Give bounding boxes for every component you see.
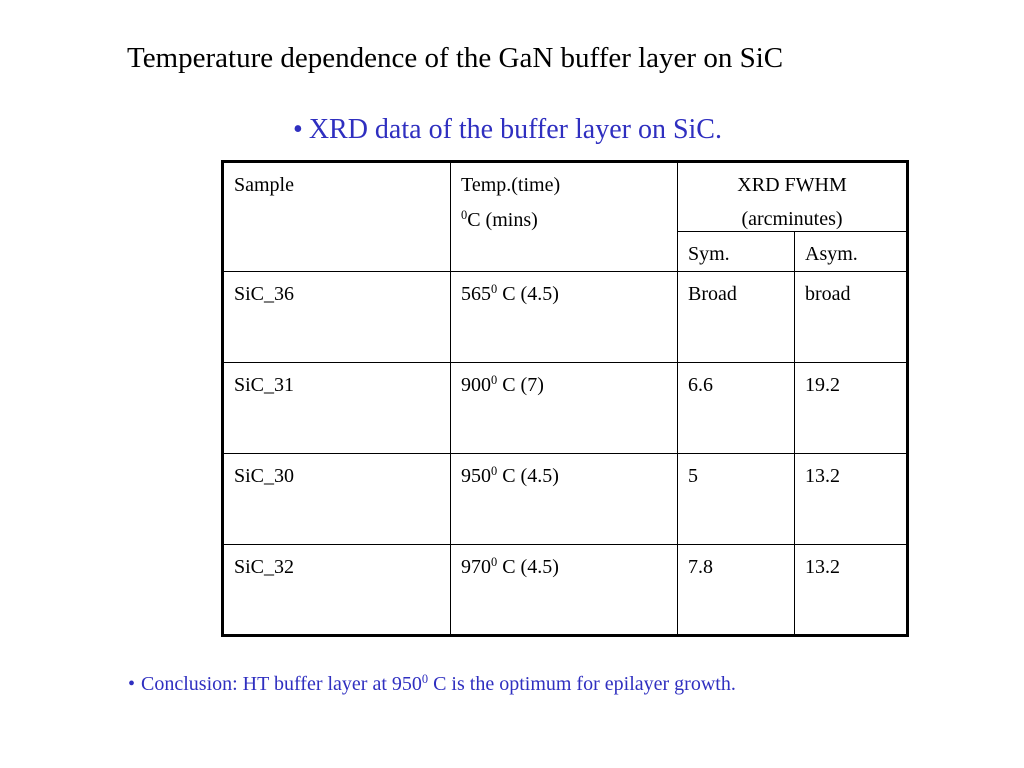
cell-temp-rest: C (4.5) (497, 556, 559, 578)
cell-sym: 5 (677, 453, 795, 545)
table-row: SiC_32 9700 C (4.5) 7.8 13.2 (222, 544, 909, 636)
cell-sym: 7.8 (677, 544, 795, 636)
cell-sample: SiC_31 (222, 362, 451, 454)
table-row: SiC_36 5650 C (4.5) Broad broad (222, 271, 909, 363)
cell-temp-sup: 0 (491, 555, 498, 570)
subtitle: • XRD data of the buffer layer on SiC. (293, 112, 722, 148)
conclusion-text-before: Conclusion: HT buffer layer at 950 (141, 673, 422, 695)
table-subheader-row: Sym. Asym. (223, 231, 909, 272)
header-asym: Asym. (793, 231, 909, 272)
cell-temp-rest: C (4.5) (497, 283, 559, 305)
header-temp-unit: C (mins) (467, 209, 538, 231)
cell-temp: 9000 C (7) (450, 362, 678, 454)
cell-sample: SiC_32 (222, 544, 451, 636)
cell-temp: 9500 C (4.5) (450, 453, 678, 545)
header-xrd-line2: (arcminutes) (741, 208, 843, 230)
header-asym-label: Asym. (805, 243, 858, 265)
header-sym-label: Sym. (688, 243, 730, 265)
conclusion: • Conclusion: HT buffer layer at 9500 C i… (128, 671, 736, 697)
header-sample-label: Sample (234, 174, 294, 196)
header-xrd-line1: XRD FWHM (737, 174, 847, 196)
slide-title: Temperature dependence of the GaN buffer… (127, 42, 784, 74)
conclusion-text-after: C is the optimum for epilayer growth. (428, 673, 736, 695)
cell-sample: SiC_30 (222, 453, 451, 545)
header-sym: Sym. (677, 231, 795, 272)
cell-sym: Broad (677, 271, 795, 363)
header-xrd-fwhm: XRD FWHM (arcminutes) (676, 161, 909, 232)
cell-asym: 13.2 (793, 544, 909, 636)
cell-asym: 19.2 (793, 362, 909, 454)
cell-asym: 13.2 (793, 453, 909, 545)
cell-temp: 5650 C (4.5) (450, 271, 678, 363)
cell-temp-sup: 0 (491, 373, 498, 388)
cell-temp-value: 565 (461, 283, 491, 305)
table-row: SiC_31 9000 C (7) 6.6 19.2 (222, 362, 909, 454)
cell-temp-value: 900 (461, 374, 491, 396)
conclusion-bullet: • (128, 673, 136, 695)
cell-temp-sup: 0 (491, 282, 498, 297)
cell-temp-rest: C (4.5) (497, 465, 559, 487)
conclusion-sup: 0 (421, 672, 429, 687)
header-sample: Sample (222, 161, 451, 272)
table-header-row: Sample Temp.(time) 0C (mins) XRD FWHM (a… (222, 161, 909, 272)
table-row: SiC_30 9500 C (4.5) 5 13.2 (222, 453, 909, 545)
cell-temp: 9700 C (4.5) (450, 544, 678, 636)
header-temp-line2: 0C (mins) (461, 208, 667, 232)
subtitle-bullet: • (293, 114, 303, 145)
xrd-data-table: Sample Temp.(time) 0C (mins) XRD FWHM (a… (221, 160, 910, 637)
header-temp-sup: 0 (461, 208, 468, 223)
cell-temp-rest: C (7) (497, 374, 544, 396)
header-temp: Temp.(time) 0C (mins) (450, 161, 678, 272)
cell-temp-value: 970 (461, 556, 491, 578)
cell-temp-value: 950 (461, 465, 491, 487)
cell-sample: SiC_36 (222, 271, 451, 363)
header-temp-line1: Temp.(time) (461, 174, 561, 196)
cell-sym: 6.6 (677, 362, 795, 454)
cell-asym: broad (793, 271, 909, 363)
cell-temp-sup: 0 (491, 464, 498, 479)
subtitle-text: XRD data of the buffer layer on SiC. (308, 114, 722, 145)
